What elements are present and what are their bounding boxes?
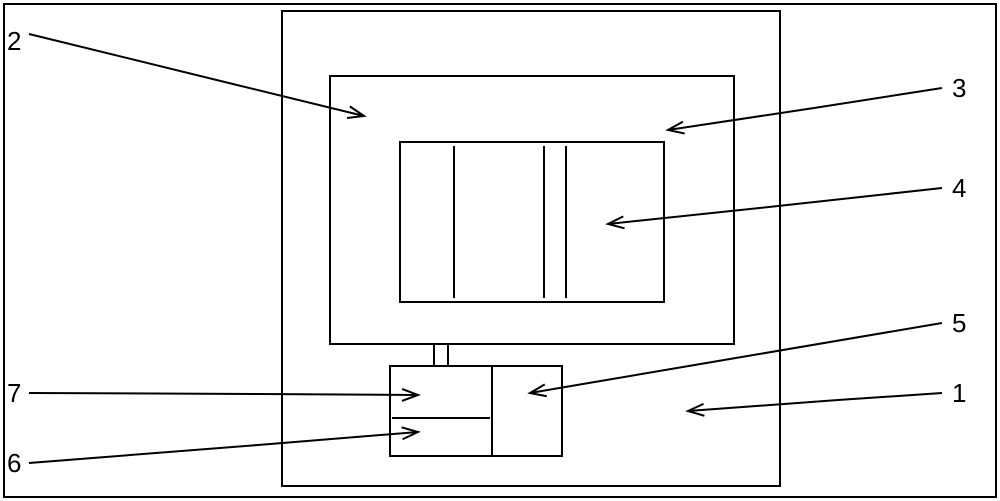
callout-line-3: [814, 88, 942, 108]
callout-arrow-2: [237, 85, 364, 116]
callout-line-6: [29, 445, 258, 463]
callout-label-4: 4: [952, 173, 966, 203]
callout-label-7: 7: [7, 378, 21, 408]
small-box: [390, 366, 492, 456]
callout-arrow-4: [608, 206, 778, 224]
callout-label-6: 6: [7, 448, 21, 478]
viewport-frame: [4, 4, 996, 497]
callout-line-4: [778, 188, 942, 206]
callout-arrow-5: [530, 360, 724, 393]
callout-arrow-7: [260, 394, 418, 395]
callout-line-7: [29, 393, 260, 394]
diagram-svg: 2 3 4 5 1 7 6: [0, 0, 1000, 501]
callout-arrow-3: [668, 108, 814, 130]
callout-arrow-1: [688, 400, 838, 411]
callout-label-3: 3: [952, 73, 966, 103]
callout-line-1: [838, 393, 942, 400]
connector-rect: [434, 344, 448, 366]
callout-line-2: [29, 34, 237, 85]
mid-rect: [330, 76, 734, 344]
callout-label-5: 5: [952, 308, 966, 338]
side-box: [492, 366, 562, 456]
callout-line-5: [724, 323, 942, 360]
callout-label-1: 1: [952, 378, 966, 408]
callout-label-2: 2: [7, 26, 21, 56]
outer-rect: [282, 11, 780, 486]
